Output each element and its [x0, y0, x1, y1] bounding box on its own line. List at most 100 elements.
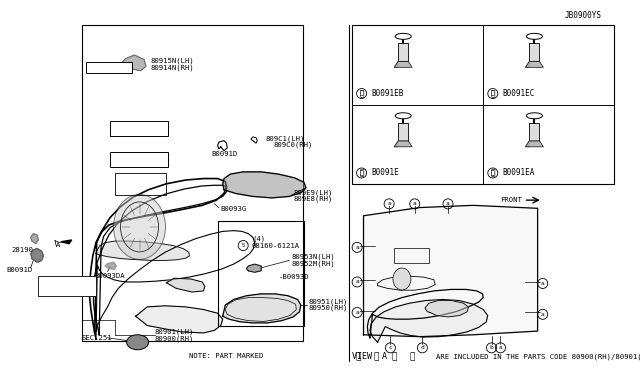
- Polygon shape: [525, 61, 529, 67]
- Text: 80900(RH): 80900(RH): [155, 335, 195, 342]
- Bar: [352, 25, 614, 184]
- Bar: [38, 276, 96, 296]
- Ellipse shape: [396, 33, 412, 39]
- Bar: [218, 221, 304, 326]
- Text: SEC.B05: SEC.B05: [52, 289, 82, 295]
- Text: (80673(RH): (80673(RH): [46, 283, 88, 290]
- Text: Ⓓ: Ⓓ: [490, 89, 495, 98]
- Text: W/BOSE: W/BOSE: [97, 65, 122, 71]
- Text: 809C0(RH): 809C0(RH): [274, 142, 314, 148]
- Text: 5: 5: [241, 243, 245, 248]
- Text: Ⓒ: Ⓒ: [392, 352, 397, 361]
- Text: B0091D: B0091D: [6, 267, 33, 273]
- Text: -B0093D: -B0093D: [278, 274, 309, 280]
- Polygon shape: [364, 205, 538, 337]
- Text: 809E8(RH): 809E8(RH): [293, 196, 333, 202]
- Text: B0091EA: B0091EA: [502, 169, 535, 177]
- Text: a: a: [387, 201, 391, 206]
- Polygon shape: [370, 299, 488, 342]
- Text: 80915N(LH): 80915N(LH): [150, 58, 194, 64]
- Text: SEC.267: SEC.267: [124, 128, 154, 134]
- Polygon shape: [96, 241, 189, 260]
- Text: B0091D: B0091D: [211, 151, 237, 157]
- Text: B0093DA: B0093DA: [95, 273, 125, 279]
- Text: Ⓓ: Ⓓ: [491, 91, 495, 96]
- Text: VIEW  A: VIEW A: [352, 352, 387, 361]
- Text: Ⓑ: Ⓑ: [491, 170, 495, 176]
- Text: 80950(RH): 80950(RH): [308, 305, 348, 311]
- Text: B0091E: B0091E: [371, 169, 399, 177]
- Text: a: a: [355, 245, 359, 250]
- Text: NOTE: PART MARKED: NOTE: PART MARKED: [189, 353, 263, 359]
- Text: Ⓓ: Ⓓ: [410, 352, 415, 361]
- Text: 80914N(RH): 80914N(RH): [150, 64, 194, 71]
- Polygon shape: [61, 240, 72, 244]
- Text: B0091EB: B0091EB: [371, 89, 404, 98]
- Polygon shape: [394, 61, 398, 67]
- Bar: [398, 123, 408, 141]
- Text: B0093G: B0093G: [221, 206, 247, 212]
- Polygon shape: [425, 301, 468, 317]
- Text: ARE INCLUDED IN THE PARTS CODE 80900(RH)/80901(LH): ARE INCLUDED IN THE PARTS CODE 80900(RH)…: [436, 353, 640, 360]
- Text: 80951(LH): 80951(LH): [308, 298, 348, 305]
- Polygon shape: [525, 61, 543, 67]
- Text: a: a: [355, 279, 359, 285]
- Text: SEC.267: SEC.267: [124, 159, 154, 165]
- Text: b: b: [490, 345, 493, 350]
- Bar: [398, 44, 408, 61]
- Text: Ⓐ: Ⓐ: [356, 352, 361, 361]
- Text: 08160-6121A: 08160-6121A: [252, 243, 300, 248]
- Ellipse shape: [393, 268, 411, 290]
- Polygon shape: [166, 278, 205, 292]
- Bar: [394, 248, 429, 263]
- Text: 80953N(LH): 80953N(LH): [291, 253, 335, 260]
- Ellipse shape: [113, 195, 166, 259]
- Polygon shape: [31, 248, 44, 262]
- Polygon shape: [223, 172, 306, 198]
- Bar: [529, 123, 540, 141]
- Text: SEC.251: SEC.251: [82, 335, 113, 341]
- Polygon shape: [394, 141, 412, 147]
- Polygon shape: [122, 55, 146, 71]
- Polygon shape: [525, 141, 529, 147]
- Text: 809C1(LH): 809C1(LH): [266, 135, 305, 142]
- Ellipse shape: [526, 113, 543, 119]
- Polygon shape: [246, 264, 261, 272]
- Text: 28190: 28190: [12, 247, 33, 253]
- Text: JB0900YS: JB0900YS: [564, 11, 602, 20]
- Text: Ⓐ: Ⓐ: [359, 169, 364, 177]
- Text: Ⓒ: Ⓒ: [360, 91, 364, 96]
- Bar: [86, 62, 132, 73]
- Text: 80901(LH): 80901(LH): [155, 328, 195, 335]
- Text: 80952M(RH): 80952M(RH): [291, 260, 335, 267]
- Text: 809E9(LH): 809E9(LH): [293, 189, 333, 196]
- Polygon shape: [31, 234, 38, 244]
- Text: a: a: [541, 281, 545, 286]
- Bar: [115, 173, 166, 195]
- Text: A: A: [56, 242, 60, 248]
- Text: FRONT: FRONT: [500, 197, 522, 203]
- Text: B0091EC: B0091EC: [502, 89, 535, 98]
- Text: a: a: [499, 345, 502, 350]
- Text: d: d: [420, 345, 424, 350]
- Text: (26420N): (26420N): [122, 121, 156, 128]
- Text: (26420J): (26420J): [122, 152, 156, 159]
- Bar: [529, 44, 540, 61]
- Text: a: a: [446, 201, 450, 206]
- Ellipse shape: [396, 113, 412, 119]
- Polygon shape: [223, 294, 301, 323]
- Ellipse shape: [127, 335, 148, 350]
- Polygon shape: [105, 262, 116, 270]
- Text: Ⓐ: Ⓐ: [360, 170, 364, 176]
- Text: a: a: [355, 310, 359, 315]
- Text: Ⓑ: Ⓑ: [374, 352, 379, 361]
- Bar: [110, 121, 168, 136]
- Polygon shape: [394, 61, 412, 67]
- Text: c: c: [388, 345, 392, 350]
- Text: Ⓒ: Ⓒ: [359, 89, 364, 98]
- Bar: [82, 25, 303, 341]
- Ellipse shape: [526, 33, 543, 39]
- Text: a: a: [413, 201, 417, 206]
- Text: (4): (4): [253, 235, 266, 242]
- Text: Ⓑ: Ⓑ: [490, 169, 495, 177]
